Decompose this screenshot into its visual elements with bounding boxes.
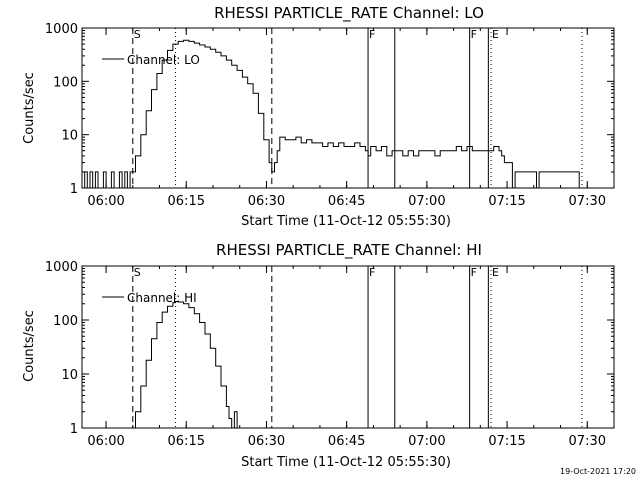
lo-plot-frame (81, 27, 615, 189)
lo-y-tick-label: 10 (61, 129, 78, 144)
hi-plot-area: 06:00 06:15 06:30 06:45 07:00 07:15 07:30 1 10 10… (45, 260, 615, 449)
hi-x-tick-label: 07:15 (488, 434, 525, 449)
lo-x-tick-label: 07:30 (569, 194, 606, 209)
lo-x-tick-label: 06:15 (168, 194, 205, 209)
lo-x-tick-label: 06:00 (87, 194, 124, 209)
panel-lo: RHESSI PARTICLE_RATE Channel: LO Counts/… (22, 4, 615, 229)
hi-event-marker-label: S (134, 266, 141, 279)
lo-legend-label: Channel: LO (127, 53, 200, 67)
hi-x-tick-label: 06:30 (248, 434, 285, 449)
hi-event-marker-label: E (492, 266, 499, 279)
lo-x-tick-label: 07:15 (488, 194, 525, 209)
lo-y-tick-label: 1000 (45, 22, 78, 37)
hi-x-tick-label: 07:30 (569, 434, 606, 449)
hi-x-tick-label: 06:15 (168, 434, 205, 449)
hi-event-marker-label: F (471, 266, 477, 279)
lo-event-marker-label: F (369, 28, 375, 41)
lo-y-tick-label: 1 (70, 182, 78, 197)
lo-event-marker-label: E (492, 28, 499, 41)
lo-x-axis-label: Start Time (11-Oct-12 05:55:30) (241, 214, 451, 229)
footer-timestamp: 19-Oct-2021 17:20 (560, 467, 636, 476)
lo-plot-area: 06:00 06:15 06:30 06:45 07:00 07:15 07:30 1 10 10… (45, 22, 615, 209)
lo-x-tick-label: 06:45 (328, 194, 365, 209)
hi-series-line (132, 301, 238, 429)
hi-plot-frame (81, 265, 615, 429)
hi-x-tick-label: 06:00 (87, 434, 124, 449)
lo-event-marker-label: S (134, 28, 141, 41)
hi-y-tick-label: 1000 (45, 260, 78, 275)
lo-event-marker-label: F (471, 28, 477, 41)
lo-x-tick-label: 06:30 (248, 194, 285, 209)
lo-x-tick-label: 07:00 (408, 194, 445, 209)
hi-x-tick-label: 07:00 (408, 434, 445, 449)
hi-event-marker-label: F (369, 266, 375, 279)
lo-y-axis-label: Counts/sec (22, 72, 37, 144)
hi-y-tick-label: 100 (53, 314, 78, 329)
lo-series-line (82, 39, 580, 189)
hi-y-axis-label: Counts/sec (22, 310, 37, 382)
lo-chart-title: RHESSI PARTICLE_RATE Channel: LO (214, 4, 484, 23)
hi-y-tick-label: 10 (61, 368, 78, 383)
hi-y-tick-label: 1 (70, 422, 78, 437)
hi-chart-title: RHESSI PARTICLE_RATE Channel: HI (216, 241, 482, 260)
hi-legend-label: Channel: HI (127, 291, 197, 305)
hi-x-tick-label: 06:45 (328, 434, 365, 449)
hi-x-axis-label: Start Time (11-Oct-12 05:55:30) (241, 455, 451, 470)
panel-hi: RHESSI PARTICLE_RATE Channel: HI Counts/… (22, 241, 615, 470)
lo-y-tick-label: 100 (53, 75, 78, 90)
